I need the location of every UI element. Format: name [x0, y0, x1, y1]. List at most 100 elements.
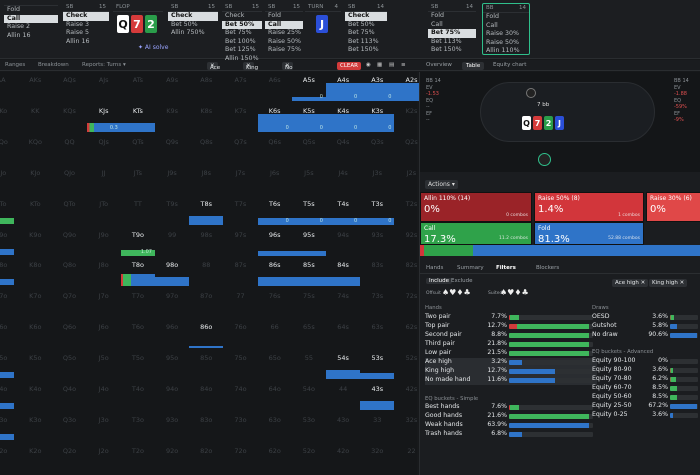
hand-cell[interactable]: 77: [223, 288, 257, 318]
hand-cell[interactable]: 83s: [360, 257, 394, 287]
history-action-item[interactable]: Call: [265, 20, 303, 29]
hand-cell[interactable]: 43o: [326, 412, 360, 442]
action-tile[interactable]: Allin 110% (14) 0% 0 combos: [420, 192, 532, 222]
stat-row[interactable]: Good hands 21.6%: [425, 412, 597, 421]
hand-cell[interactable]: KTs: [120, 103, 155, 133]
history-action-item[interactable]: Fold: [431, 12, 444, 19]
hand-cell[interactable]: K5o: [18, 350, 52, 380]
history-action-item[interactable]: Bet 50%: [222, 20, 262, 29]
hand-cell[interactable]: J3o: [87, 412, 121, 442]
hand-cell[interactable]: 94s: [326, 227, 360, 257]
history-action-item[interactable]: Bet 125%: [225, 46, 256, 53]
hand-cell[interactable]: 96s: [257, 227, 292, 257]
hand-cell[interactable]: 82o: [189, 443, 223, 473]
history-action-item[interactable]: Allin 150%: [225, 54, 259, 62]
history-column[interactable]: TURN 4: [305, 3, 341, 55]
hand-cell[interactable]: Q4s: [326, 134, 360, 164]
stat-row[interactable]: No draw 90.6%: [592, 331, 700, 340]
hand-cell[interactable]: Q2s: [394, 134, 428, 164]
hand-cell[interactable]: T5s 0: [291, 196, 326, 226]
history-action-item[interactable]: Fold: [486, 13, 499, 20]
hand-cell[interactable]: AA: [0, 72, 18, 102]
menu-icon[interactable]: ≡: [401, 62, 406, 68]
hand-cell[interactable]: Q9s: [155, 134, 189, 164]
hand-cell[interactable]: A4o: [0, 381, 18, 411]
stat-row[interactable]: Third pair 21.8%: [425, 340, 597, 349]
history-action-item[interactable]: Bet 150%: [348, 46, 379, 53]
hand-cell[interactable]: KK: [18, 103, 52, 133]
stat-row[interactable]: Equity 60-70 8.5%: [592, 384, 700, 393]
hand-cell[interactable]: 86s: [257, 257, 292, 287]
hand-cell[interactable]: A9s: [155, 72, 189, 102]
hand-cell[interactable]: 73o: [223, 412, 257, 442]
hand-cell[interactable]: 93s: [360, 227, 394, 257]
hand-cell[interactable]: T8o: [120, 257, 155, 287]
history-column[interactable]: FLOP: [113, 3, 163, 55]
hand-cell[interactable]: 62s: [394, 319, 428, 349]
action-tile[interactable]: Raise 50% (8) 1.4% 1 combos: [534, 192, 644, 222]
stat-row[interactable]: Equity 80-90 3.6%: [592, 366, 700, 375]
hand-cell[interactable]: A5s 0: [291, 72, 326, 102]
hand-cell[interactable]: AKo: [0, 103, 18, 133]
hand-cell[interactable]: 76s: [258, 288, 292, 318]
hand-cell[interactable]: J2o: [87, 443, 121, 473]
hand-cell[interactable]: KJs 0.3: [86, 103, 121, 133]
hand-cell[interactable]: A2o: [0, 443, 18, 473]
history-action-item[interactable]: Raise 25%: [268, 29, 301, 36]
hand-cell[interactable]: QJs: [87, 134, 121, 164]
action-tile[interactable]: Fold 81.3% 52.88 combos: [534, 222, 644, 245]
hand-cell[interactable]: JTo: [87, 196, 121, 226]
hand-cell[interactable]: 43s: [360, 381, 395, 411]
history-action-item[interactable]: Raise 30%: [486, 30, 519, 37]
filter-chip-king-high[interactable]: King high ✕: [649, 279, 688, 287]
grid-icon[interactable]: ▦: [377, 62, 383, 68]
hand-cell[interactable]: 65o: [258, 350, 292, 380]
hand-cell[interactable]: 96o: [155, 319, 189, 349]
tab-blockers[interactable]: Blockers: [536, 265, 560, 271]
hand-cell[interactable]: A9o: [0, 227, 18, 257]
hand-cell[interactable]: Q9o: [52, 227, 86, 257]
hand-cell[interactable]: J6s: [258, 165, 292, 195]
hand-cell[interactable]: 97o: [155, 288, 189, 318]
tab-filters[interactable]: Filters: [496, 265, 516, 271]
hand-cell[interactable]: 97s: [223, 227, 257, 257]
history-action-item[interactable]: Allin 16: [7, 31, 31, 39]
hand-cell[interactable]: 64o: [258, 381, 292, 411]
hand-cell[interactable]: 87s: [223, 257, 257, 287]
filter-chip-no-made-hand[interactable]: No made hand ✕: [282, 62, 301, 87]
hand-cell[interactable]: Q8o: [52, 257, 86, 287]
hand-cell[interactable]: 72o: [223, 443, 257, 473]
hand-cell[interactable]: J5o: [87, 350, 121, 380]
hand-cell[interactable]: K6o: [18, 319, 52, 349]
hand-cell[interactable]: 54o: [292, 381, 326, 411]
history-action-item[interactable]: Call: [431, 20, 443, 28]
filter-chip-ace-high[interactable]: Ace high ✕: [207, 62, 222, 79]
history-column[interactable]: SB 15 Check Raise 3 Raise 5 Allin 16: [63, 3, 109, 55]
history-action-item[interactable]: Check: [63, 12, 109, 21]
hand-cell[interactable]: Q7o: [52, 288, 86, 318]
history-action-item[interactable]: Bet 150%: [431, 46, 462, 53]
stat-row[interactable]: Low pair 21.5%: [425, 349, 597, 358]
tab-overview[interactable]: Overview: [426, 62, 452, 68]
hand-cell[interactable]: 42o: [326, 443, 360, 473]
hand-cell[interactable]: 98s: [189, 227, 223, 257]
stat-row[interactable]: Trash hands 6.8%: [425, 430, 597, 439]
ai-solve-button[interactable]: ✦ AI solve: [138, 44, 169, 51]
hand-cell[interactable]: T2o: [121, 443, 155, 473]
history-action-item[interactable]: Bet 113%: [431, 37, 462, 45]
history-column[interactable]: Fold Call Raise 2 Allin 16: [4, 3, 58, 55]
hand-cell[interactable]: T6o: [121, 319, 155, 349]
hand-cell[interactable]: AJs: [87, 72, 121, 102]
hand-cell[interactable]: T9o 1.07: [120, 227, 155, 257]
hand-cell[interactable]: J8s: [189, 165, 223, 195]
hand-cell[interactable]: TT: [121, 196, 155, 226]
suit-icons-suited[interactable]: ♠♥♦♣: [500, 288, 529, 297]
hand-cell[interactable]: 74o: [223, 381, 257, 411]
filter-chip-king-high[interactable]: King high ✕: [243, 62, 258, 79]
history-action-item[interactable]: Check: [345, 12, 387, 21]
hand-cell[interactable]: JJ: [87, 165, 121, 195]
hand-cell[interactable]: 74s: [326, 288, 360, 318]
stat-row[interactable]: King high 12.7%: [425, 367, 597, 376]
stat-row[interactable]: Ace high 3.2%: [425, 358, 597, 367]
hand-cell[interactable]: K6s 0: [257, 103, 292, 133]
